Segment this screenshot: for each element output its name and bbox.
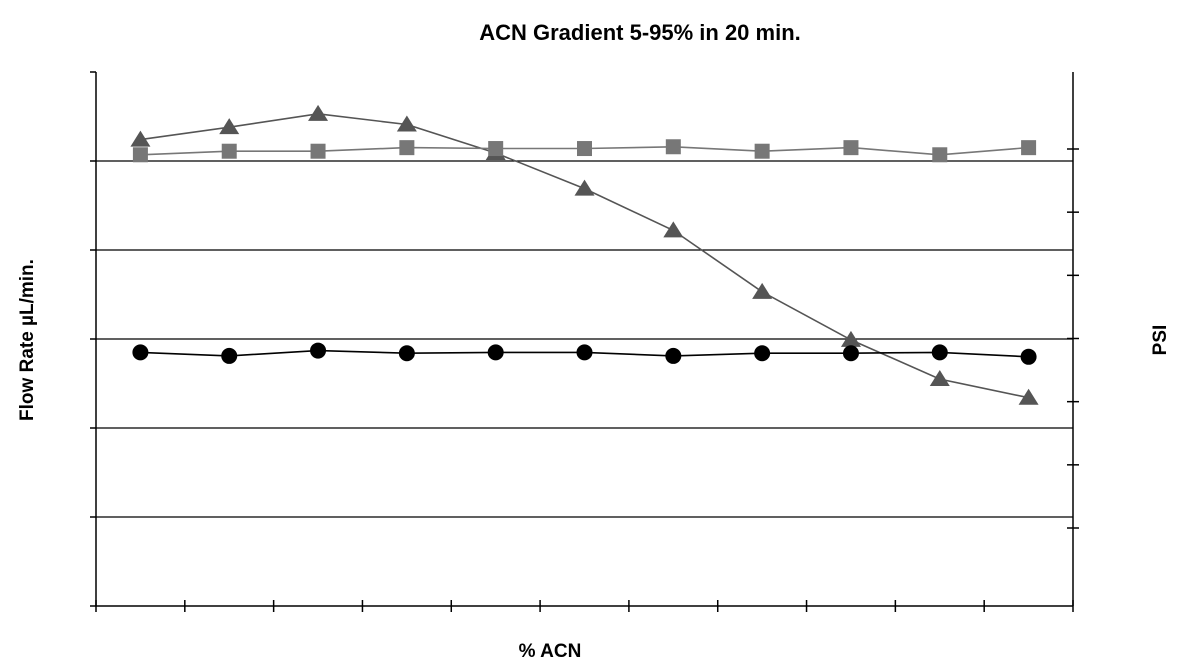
circle-marker xyxy=(310,342,327,359)
triangle-marker xyxy=(663,221,684,238)
triangle-marker xyxy=(308,104,329,121)
square-marker xyxy=(221,143,237,159)
circle-marker xyxy=(931,344,948,361)
triangle-marker xyxy=(929,370,950,387)
circle-marker xyxy=(665,347,682,364)
square-marker xyxy=(132,147,148,163)
triangle-marker xyxy=(219,118,240,135)
chart-title: ACN Gradient 5-95% in 20 min. xyxy=(479,20,801,45)
triangle-marker xyxy=(396,115,417,132)
square-marker xyxy=(399,140,415,156)
y-axis-label: Flow Rate µL/min. xyxy=(17,259,38,421)
triangle-marker xyxy=(752,282,773,299)
circle-marker xyxy=(754,345,771,362)
y2-axis-label: PSI xyxy=(1150,325,1171,356)
square-marker xyxy=(843,140,859,156)
circle-marker xyxy=(132,344,149,361)
square-marker xyxy=(754,143,770,159)
square-marker xyxy=(488,141,504,157)
circle-marker xyxy=(221,347,238,364)
square-marker xyxy=(310,143,326,159)
triangle-marker xyxy=(1018,388,1039,405)
gridlines xyxy=(96,160,1073,518)
plot-area xyxy=(130,104,1039,405)
triangle-marker xyxy=(574,179,595,196)
square-marker xyxy=(1021,140,1037,156)
square-marker xyxy=(577,141,592,157)
triangle-marker xyxy=(130,130,151,147)
square-marker xyxy=(665,139,681,155)
circle-marker xyxy=(576,344,593,361)
axis-ticks xyxy=(90,71,1079,612)
circle-marker xyxy=(487,344,504,361)
circle-marker xyxy=(398,345,415,362)
circle-marker xyxy=(842,345,859,362)
circle-marker xyxy=(1020,348,1037,365)
x-axis-label: % ACN xyxy=(519,641,582,662)
square-marker xyxy=(932,147,948,163)
triangle-marker xyxy=(840,330,861,347)
